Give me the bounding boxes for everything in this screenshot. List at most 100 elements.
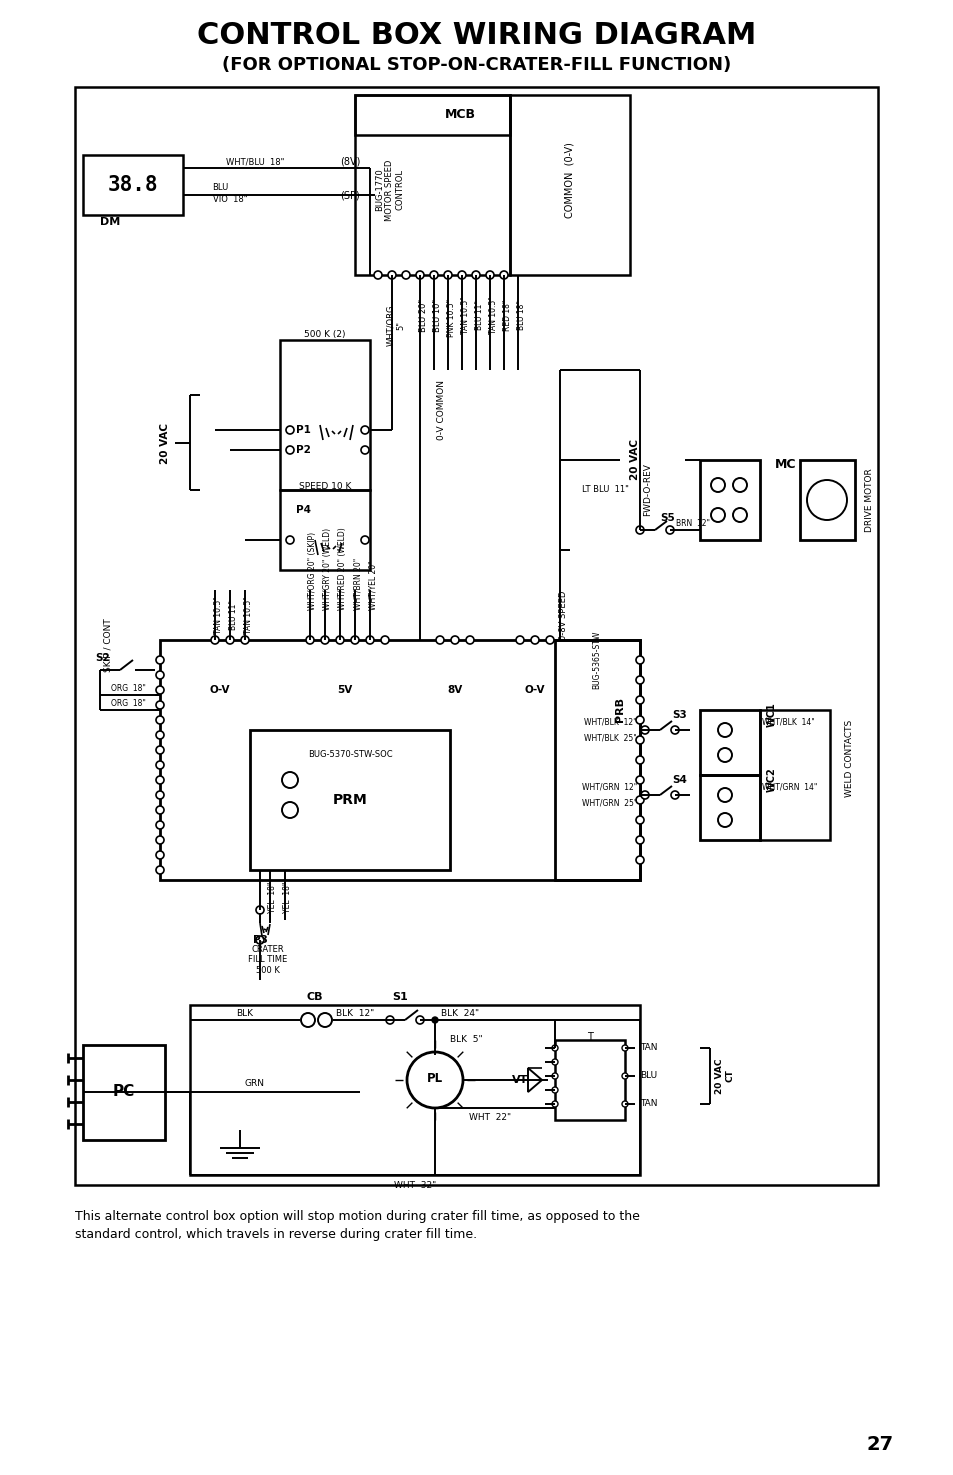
Text: (8V): (8V) bbox=[339, 156, 360, 167]
Text: BLU 20": BLU 20" bbox=[419, 298, 428, 332]
Circle shape bbox=[156, 805, 164, 814]
Circle shape bbox=[430, 271, 437, 279]
Text: S1: S1 bbox=[392, 993, 408, 1002]
Text: 0-V COMMON: 0-V COMMON bbox=[437, 381, 446, 440]
Text: BLU 18": BLU 18" bbox=[517, 299, 526, 330]
Bar bbox=[355, 94, 510, 136]
Text: 27: 27 bbox=[865, 1435, 893, 1454]
Text: MCB: MCB bbox=[444, 109, 475, 121]
Circle shape bbox=[732, 507, 746, 522]
Text: 20 VAC: 20 VAC bbox=[160, 422, 170, 463]
Circle shape bbox=[156, 746, 164, 754]
Text: BLU 11": BLU 11" bbox=[475, 299, 484, 330]
Text: 20 VAC: 20 VAC bbox=[629, 440, 639, 481]
Text: WHT/BLK  14": WHT/BLK 14" bbox=[761, 717, 814, 727]
Bar bbox=[555, 640, 639, 881]
Circle shape bbox=[640, 791, 648, 799]
Circle shape bbox=[636, 836, 643, 844]
Text: BLK  12": BLK 12" bbox=[335, 1009, 374, 1018]
Bar bbox=[83, 1044, 165, 1140]
Circle shape bbox=[320, 636, 329, 645]
Circle shape bbox=[552, 1072, 558, 1080]
Circle shape bbox=[472, 271, 479, 279]
Text: S2: S2 bbox=[95, 653, 110, 662]
Circle shape bbox=[516, 636, 523, 645]
Text: PRB: PRB bbox=[615, 698, 624, 723]
Text: T: T bbox=[586, 1032, 593, 1041]
Text: 20 VAC
CT: 20 VAC CT bbox=[715, 1058, 734, 1094]
Circle shape bbox=[636, 855, 643, 864]
Circle shape bbox=[360, 426, 369, 434]
Circle shape bbox=[156, 732, 164, 739]
Bar bbox=[160, 640, 639, 881]
Text: WHT/RED 20" (WELD): WHT/RED 20" (WELD) bbox=[338, 527, 347, 611]
Circle shape bbox=[255, 937, 264, 944]
Text: YEL  18": YEL 18" bbox=[268, 881, 277, 913]
Text: TAN 10.5": TAN 10.5" bbox=[489, 296, 498, 333]
Circle shape bbox=[335, 636, 344, 645]
Circle shape bbox=[552, 1059, 558, 1065]
Text: BLK  24": BLK 24" bbox=[440, 1009, 478, 1018]
Text: TAN 10.5": TAN 10.5" bbox=[461, 296, 470, 333]
Circle shape bbox=[306, 636, 314, 645]
Circle shape bbox=[621, 1044, 627, 1052]
Text: P4: P4 bbox=[295, 504, 311, 515]
Text: WHT/ORG 20" (SKIP): WHT/ORG 20" (SKIP) bbox=[308, 532, 317, 611]
Circle shape bbox=[156, 761, 164, 768]
Circle shape bbox=[317, 1013, 332, 1027]
Circle shape bbox=[156, 851, 164, 858]
Text: WHT  32": WHT 32" bbox=[394, 1180, 436, 1189]
Circle shape bbox=[156, 776, 164, 785]
Circle shape bbox=[282, 802, 297, 819]
Circle shape bbox=[640, 726, 648, 735]
Bar bbox=[700, 774, 760, 839]
Text: CONTROL BOX WIRING DIAGRAM: CONTROL BOX WIRING DIAGRAM bbox=[197, 22, 756, 50]
Text: 38.8: 38.8 bbox=[108, 176, 158, 195]
Bar bbox=[510, 94, 629, 274]
Circle shape bbox=[386, 1016, 394, 1024]
Circle shape bbox=[156, 656, 164, 664]
Text: WELD CONTACTS: WELD CONTACTS bbox=[844, 720, 854, 796]
Text: P3: P3 bbox=[253, 935, 268, 945]
Circle shape bbox=[436, 636, 443, 645]
Circle shape bbox=[211, 636, 219, 645]
Text: WHT/GRN  12": WHT/GRN 12" bbox=[581, 783, 637, 792]
Circle shape bbox=[665, 527, 673, 534]
Circle shape bbox=[360, 535, 369, 544]
Text: SPEED 10 K: SPEED 10 K bbox=[298, 482, 351, 491]
Circle shape bbox=[552, 1087, 558, 1093]
Circle shape bbox=[286, 445, 294, 454]
Text: COMMON  (0-V): COMMON (0-V) bbox=[564, 142, 575, 218]
Circle shape bbox=[718, 723, 731, 738]
Text: WHT/BLK  25": WHT/BLK 25" bbox=[583, 733, 636, 742]
Circle shape bbox=[670, 791, 679, 799]
Text: BLU 10": BLU 10" bbox=[433, 298, 442, 332]
Text: WHT/BRN 20": WHT/BRN 20" bbox=[354, 558, 362, 611]
Circle shape bbox=[416, 271, 423, 279]
Circle shape bbox=[156, 701, 164, 709]
Text: BLU: BLU bbox=[639, 1071, 657, 1081]
Text: DRIVE MOTOR: DRIVE MOTOR bbox=[864, 468, 874, 532]
Circle shape bbox=[286, 535, 294, 544]
Bar bbox=[800, 460, 854, 540]
Text: WHT/GRN  25": WHT/GRN 25" bbox=[581, 798, 637, 807]
Text: ORG  18": ORG 18" bbox=[111, 684, 145, 693]
Circle shape bbox=[156, 686, 164, 695]
Circle shape bbox=[636, 776, 643, 785]
Text: WHT/YEL 20": WHT/YEL 20" bbox=[368, 560, 377, 611]
Text: WHT/GRY 20" (WELD): WHT/GRY 20" (WELD) bbox=[323, 528, 333, 611]
Circle shape bbox=[499, 271, 507, 279]
Bar bbox=[190, 1004, 639, 1176]
Circle shape bbox=[156, 791, 164, 799]
Circle shape bbox=[552, 1044, 558, 1052]
Text: VT: VT bbox=[511, 1075, 528, 1086]
Text: WC2: WC2 bbox=[766, 767, 776, 792]
Circle shape bbox=[282, 771, 297, 788]
Text: P1: P1 bbox=[295, 425, 311, 435]
Text: BUG-1770
MOTOR SPEED
CONTROL: BUG-1770 MOTOR SPEED CONTROL bbox=[375, 159, 404, 221]
Text: WHT/ORG
5": WHT/ORG 5" bbox=[386, 304, 405, 345]
Text: BUG-5370-STW-SOC: BUG-5370-STW-SOC bbox=[308, 751, 392, 760]
Circle shape bbox=[718, 788, 731, 802]
Circle shape bbox=[351, 636, 358, 645]
Text: TAN: TAN bbox=[639, 1043, 657, 1053]
